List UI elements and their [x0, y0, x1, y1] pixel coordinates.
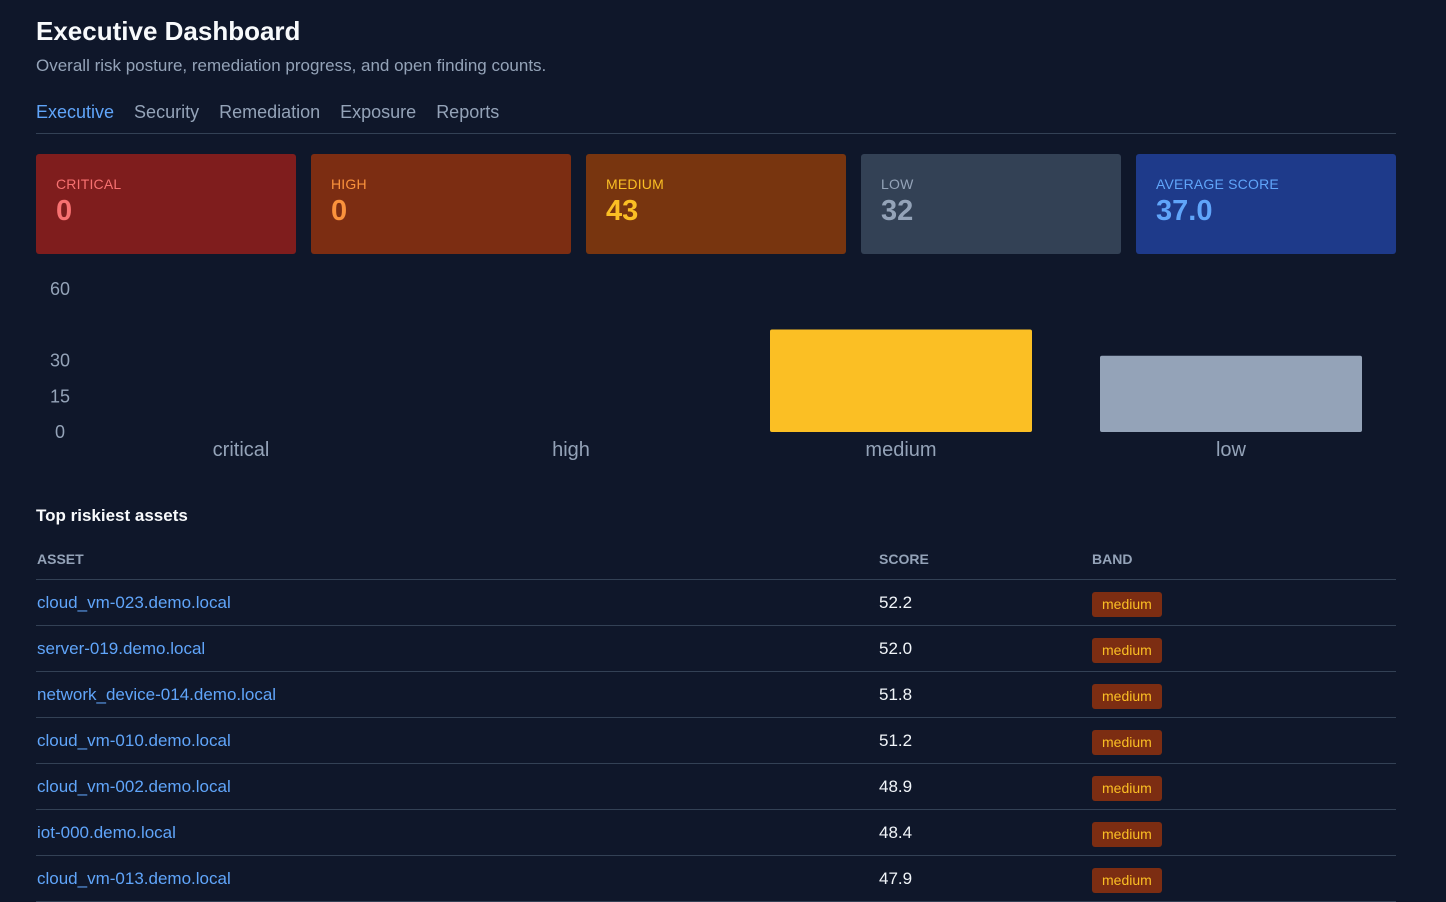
- band-badge: medium: [1092, 638, 1162, 663]
- band-badge: medium: [1092, 776, 1162, 801]
- bar-medium: [770, 329, 1032, 432]
- asset-score: 52.2: [879, 593, 913, 612]
- page-subtitle: Overall risk posture, remediation progre…: [36, 56, 547, 75]
- card-low-value: 32: [881, 195, 914, 227]
- band-badge: medium: [1092, 822, 1162, 847]
- y-tick-label: 60: [50, 279, 70, 299]
- table-header: ASSET SCORE BAND: [36, 540, 1396, 580]
- column-header-band: BAND: [1092, 551, 1133, 567]
- x-tick-label-low: low: [1216, 439, 1247, 461]
- x-tick-label-critical: critical: [213, 439, 270, 461]
- band-badge: medium: [1092, 684, 1162, 709]
- asset-score: 48.4: [879, 823, 913, 842]
- tab-security[interactable]: Security: [134, 102, 200, 122]
- asset-score: 51.2: [879, 731, 913, 750]
- card-low-label: LOW: [881, 176, 914, 192]
- card-medium-label: MEDIUM: [606, 176, 664, 192]
- card-high: HIGH 0: [311, 154, 571, 254]
- card-low: LOW 32: [861, 154, 1121, 254]
- card-high-label: HIGH: [331, 176, 367, 192]
- column-header-asset: ASSET: [37, 551, 84, 567]
- y-tick-label: 30: [50, 351, 70, 371]
- asset-score: 52.0: [879, 639, 913, 658]
- asset-score: 48.9: [879, 777, 913, 796]
- x-tick-label-medium: medium: [865, 439, 936, 461]
- band-badge: medium: [1092, 730, 1162, 755]
- asset-link[interactable]: server-019.demo.local: [37, 639, 206, 658]
- tab-remediation[interactable]: Remediation: [219, 102, 321, 122]
- card-average-score-value: 37.0: [1156, 195, 1213, 227]
- band-badge: medium: [1092, 592, 1162, 617]
- bar-low: [1100, 355, 1362, 432]
- table-row: cloud_vm-013.demo.local 47.9 medium: [36, 856, 1396, 902]
- assets-section-title: Top riskiest assets: [36, 506, 188, 525]
- summary-cards: CRITICAL 0 HIGH 0 MEDIUM 43 LOW 32 AVERA…: [36, 154, 1396, 254]
- table-row: network_device-014.demo.local 51.8 mediu…: [36, 672, 1396, 718]
- card-medium: MEDIUM 43: [586, 154, 846, 254]
- card-medium-value: 43: [606, 195, 639, 227]
- card-critical-label: CRITICAL: [56, 176, 122, 192]
- tab-bar: Executive Security Remediation Exposure …: [36, 100, 1396, 134]
- y-tick-label: 0: [55, 422, 65, 442]
- tab-executive[interactable]: Executive: [36, 102, 115, 122]
- y-tick-label: 15: [50, 386, 70, 406]
- assets-table: ASSET SCORE BAND cloud_vm-023.demo.local…: [36, 540, 1396, 902]
- asset-link[interactable]: cloud_vm-010.demo.local: [37, 731, 231, 750]
- card-high-value: 0: [331, 195, 348, 227]
- severity-bar-chart: 0 15 30 60 critical high medium low: [36, 270, 1396, 470]
- asset-link[interactable]: iot-000.demo.local: [37, 823, 176, 842]
- table-row: iot-000.demo.local 48.4 medium: [36, 810, 1396, 856]
- card-critical-value: 0: [56, 195, 73, 227]
- table-row: cloud_vm-023.demo.local 52.2 medium: [36, 580, 1396, 626]
- x-tick-label-high: high: [552, 439, 590, 461]
- severity-chart-svg: 0 15 30 60 critical high medium low: [50, 279, 1362, 461]
- column-header-score: SCORE: [879, 551, 929, 567]
- page-title: Executive Dashboard: [36, 16, 301, 46]
- card-average-score-label: AVERAGE SCORE: [1156, 176, 1279, 192]
- card-average-score: AVERAGE SCORE 37.0: [1136, 154, 1396, 254]
- tab-exposure[interactable]: Exposure: [340, 102, 417, 122]
- table-row: cloud_vm-010.demo.local 51.2 medium: [36, 718, 1396, 764]
- asset-link[interactable]: cloud_vm-013.demo.local: [37, 869, 231, 888]
- table-row: cloud_vm-002.demo.local 48.9 medium: [36, 764, 1396, 810]
- asset-link[interactable]: cloud_vm-002.demo.local: [37, 777, 231, 796]
- band-badge: medium: [1092, 868, 1162, 893]
- asset-link[interactable]: cloud_vm-023.demo.local: [37, 593, 231, 612]
- asset-link[interactable]: network_device-014.demo.local: [37, 685, 277, 704]
- card-critical: CRITICAL 0: [36, 154, 296, 254]
- asset-score: 47.9: [879, 869, 913, 888]
- tab-reports[interactable]: Reports: [436, 102, 500, 122]
- asset-score: 51.8: [879, 685, 913, 704]
- table-row: server-019.demo.local 52.0 medium: [36, 626, 1396, 672]
